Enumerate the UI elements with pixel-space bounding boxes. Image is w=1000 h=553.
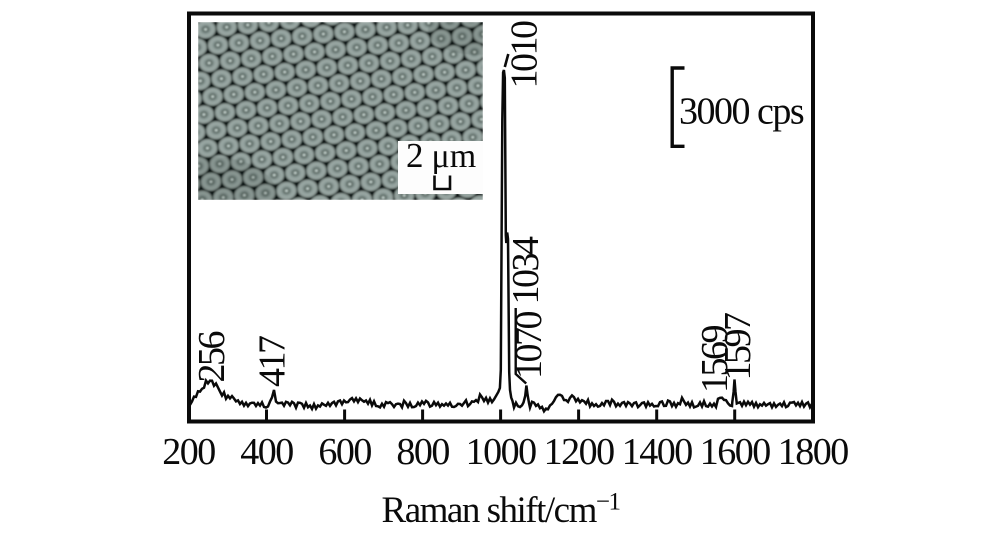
svg-text:800: 800 — [396, 431, 449, 473]
svg-text:1400: 1400 — [622, 431, 693, 473]
svg-text:1597: 1597 — [717, 313, 759, 381]
svg-text:400: 400 — [240, 431, 293, 473]
svg-text:1000: 1000 — [466, 431, 537, 473]
svg-text:417: 417 — [252, 336, 294, 387]
svg-text:1034: 1034 — [505, 236, 547, 305]
svg-text:μm: μm — [432, 138, 477, 175]
svg-text:1600: 1600 — [700, 431, 771, 473]
svg-text:1569: 1569 — [694, 326, 736, 394]
svg-text:256: 256 — [191, 332, 233, 383]
svg-text:3000 cps: 3000 cps — [679, 91, 804, 133]
svg-text:1200: 1200 — [544, 431, 615, 473]
svg-text:200: 200 — [162, 431, 215, 473]
svg-text:600: 600 — [318, 431, 371, 473]
svg-text:1800: 1800 — [778, 431, 849, 473]
svg-text:1070: 1070 — [508, 312, 550, 380]
svg-text:Raman shift/cm−1: Raman shift/cm−1 — [382, 489, 620, 532]
svg-text:1010: 1010 — [504, 21, 546, 89]
svg-text:2: 2 — [406, 136, 424, 175]
